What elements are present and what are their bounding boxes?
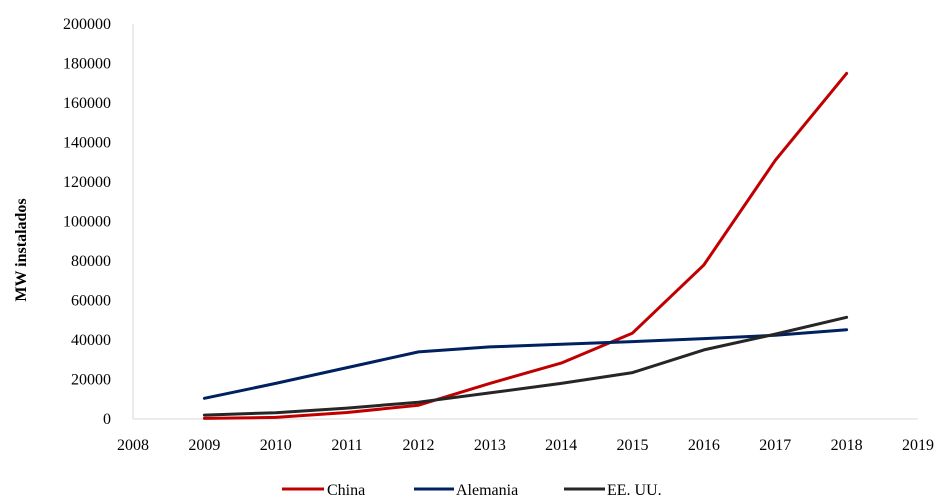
x-tick-label: 2019 [902, 437, 934, 454]
x-tick-label: 2018 [831, 437, 863, 454]
legend-label-0: China [327, 482, 365, 499]
y-tick-label: 200000 [63, 16, 111, 33]
y-tick-label: 140000 [63, 135, 111, 152]
x-tick-label: 2010 [260, 437, 292, 454]
x-tick-label: 2013 [474, 437, 506, 454]
x-tick-label: 2014 [545, 437, 577, 454]
legend-label-2: EE. UU. [607, 482, 662, 499]
series-line-1 [202, 328, 849, 400]
y-tick-label: 0 [103, 411, 111, 428]
x-tick-label: 2016 [688, 437, 720, 454]
series-line-2 [202, 315, 849, 417]
y-tick-label: 60000 [71, 293, 111, 310]
x-tick-label: 2012 [402, 437, 434, 454]
y-tick-label: 120000 [63, 174, 111, 191]
series-lines [202, 71, 849, 420]
y-tick-label: 80000 [71, 253, 111, 270]
y-tick-label: 100000 [63, 214, 111, 231]
y-axis-title: MW instalados [13, 198, 30, 301]
y-tick-label: 20000 [71, 372, 111, 389]
x-tick-label: 2017 [759, 437, 791, 454]
x-tick-label: 2015 [617, 437, 649, 454]
axes [132, 24, 918, 420]
x-tick-label: 2011 [331, 437, 362, 454]
y-tick-label: 160000 [63, 95, 111, 112]
legend: China Alemania EE. UU. [282, 482, 662, 499]
series-line-0 [202, 71, 849, 420]
y-tick-labels: 0 20000 40000 60000 80000 100000 120000 140000 1… [63, 16, 111, 428]
legend-label-1: Alemania [456, 482, 518, 499]
x-tick-labels: 2008 2009 2010 2011 2012 2013 2014 2015 2016 2017… [117, 437, 934, 454]
x-tick-label: 2009 [188, 437, 220, 454]
y-tick-label: 180000 [63, 56, 111, 73]
y-tick-label: 40000 [71, 332, 111, 349]
x-tick-label: 2008 [117, 437, 149, 454]
